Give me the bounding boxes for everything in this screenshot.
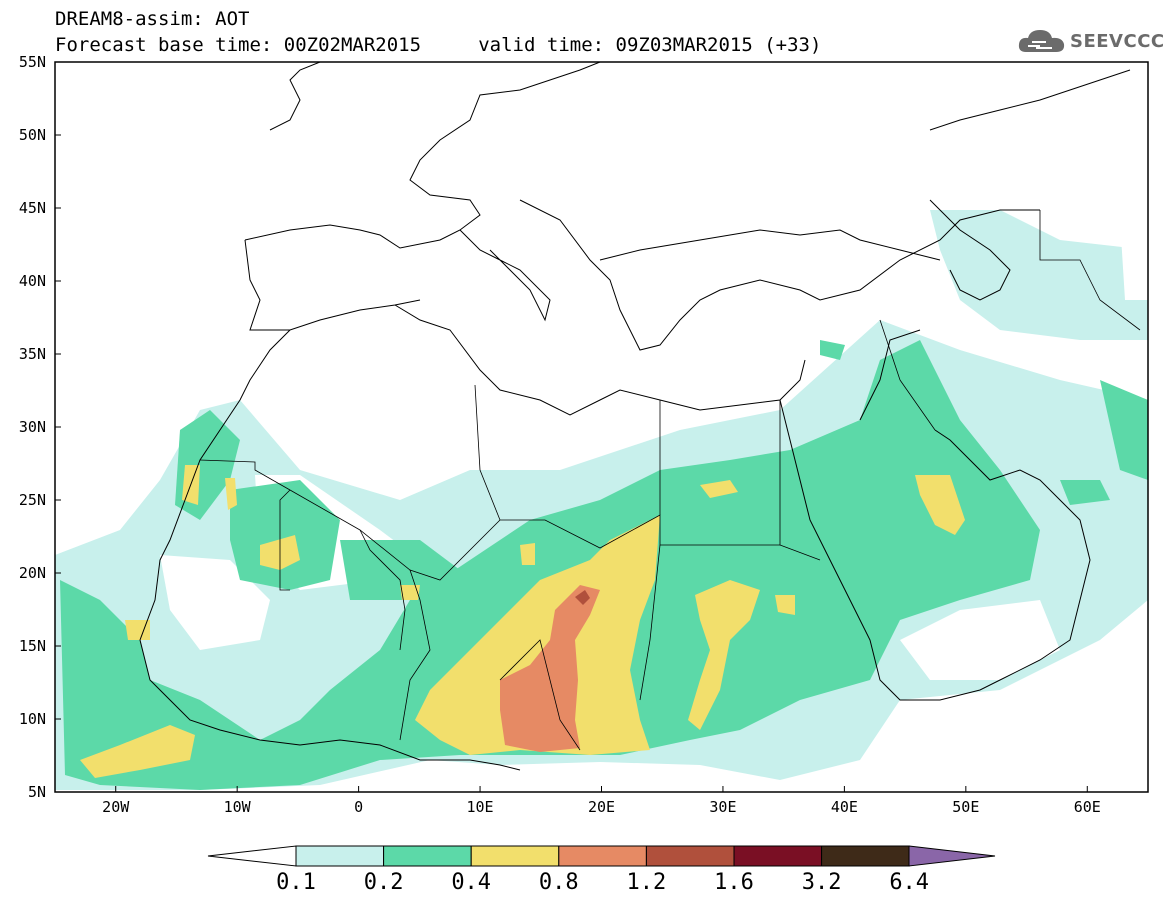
lat-label-50N: 50N xyxy=(18,126,46,144)
colorbar-swatch-5 xyxy=(733,845,823,867)
aot-level-0.8 xyxy=(500,585,600,752)
forecast-time-line: Forecast base time: 00Z02MAR2015 valid t… xyxy=(55,34,822,56)
colorbar-high-arrow xyxy=(908,845,996,867)
lon-label-20W: 20W xyxy=(102,798,130,816)
lat-label-30N: 30N xyxy=(18,418,46,436)
aot-level-1.2 xyxy=(575,590,590,605)
colorbar-swatch-4 xyxy=(645,845,735,867)
lon-label-20E: 20E xyxy=(587,798,616,816)
lat-label-55N: 55N xyxy=(18,53,46,71)
colorbar-label: 1.2 xyxy=(626,870,667,895)
lon-label-40E: 40E xyxy=(830,798,858,816)
colorbar-low-arrow xyxy=(207,845,297,867)
country-borders xyxy=(199,210,1141,751)
colorbar xyxy=(207,845,996,867)
lat-label-40N: 40N xyxy=(18,272,46,290)
colorbar-swatch-1 xyxy=(383,845,472,867)
axis-ticks xyxy=(55,61,1088,793)
logo-text: SEEVCCC xyxy=(1070,30,1165,52)
aot-field xyxy=(55,210,1148,790)
colorbar-swatch-2 xyxy=(470,845,560,867)
colorbar-label: 0.2 xyxy=(363,870,404,895)
aot-level-0.4 xyxy=(80,465,965,778)
map-title: DREAM8-assim: AOT xyxy=(55,8,250,30)
colorbar-swatch-0 xyxy=(295,845,385,867)
colorbar-label: 6.4 xyxy=(889,870,930,895)
lat-label-25N: 25N xyxy=(18,491,46,509)
colorbar-label: 3.2 xyxy=(801,870,842,895)
lat-label-10N: 10N xyxy=(18,710,46,728)
seevccc-logo: SEEVCCC xyxy=(1018,28,1165,54)
lon-label-30E: 30E xyxy=(709,798,737,816)
cloud-icon xyxy=(1018,30,1065,52)
lon-label-50E: 50E xyxy=(952,798,980,816)
colorbar-swatch-6 xyxy=(821,845,910,867)
lon-label-10E: 10E xyxy=(466,798,494,816)
lat-label-45N: 45N xyxy=(18,199,46,217)
lat-label-5N: 5N xyxy=(27,783,46,801)
lat-label-15N: 15N xyxy=(18,637,46,655)
coastlines xyxy=(139,62,1131,771)
aot-level-0.2 xyxy=(60,340,1148,790)
lat-label-20N: 20N xyxy=(18,564,46,582)
colorbar-label: 0.8 xyxy=(538,870,579,895)
colorbar-label: 1.6 xyxy=(714,870,754,895)
colorbar-swatch-3 xyxy=(558,845,647,867)
colorbar-label: 0.1 xyxy=(276,870,316,895)
lon-label-0: 0 xyxy=(354,798,364,816)
lon-label-10W: 10W xyxy=(223,798,251,816)
lat-label-35N: 35N xyxy=(18,345,46,363)
lon-label-60E: 60E xyxy=(1073,798,1101,816)
colorbar-label: 0.4 xyxy=(451,870,492,895)
